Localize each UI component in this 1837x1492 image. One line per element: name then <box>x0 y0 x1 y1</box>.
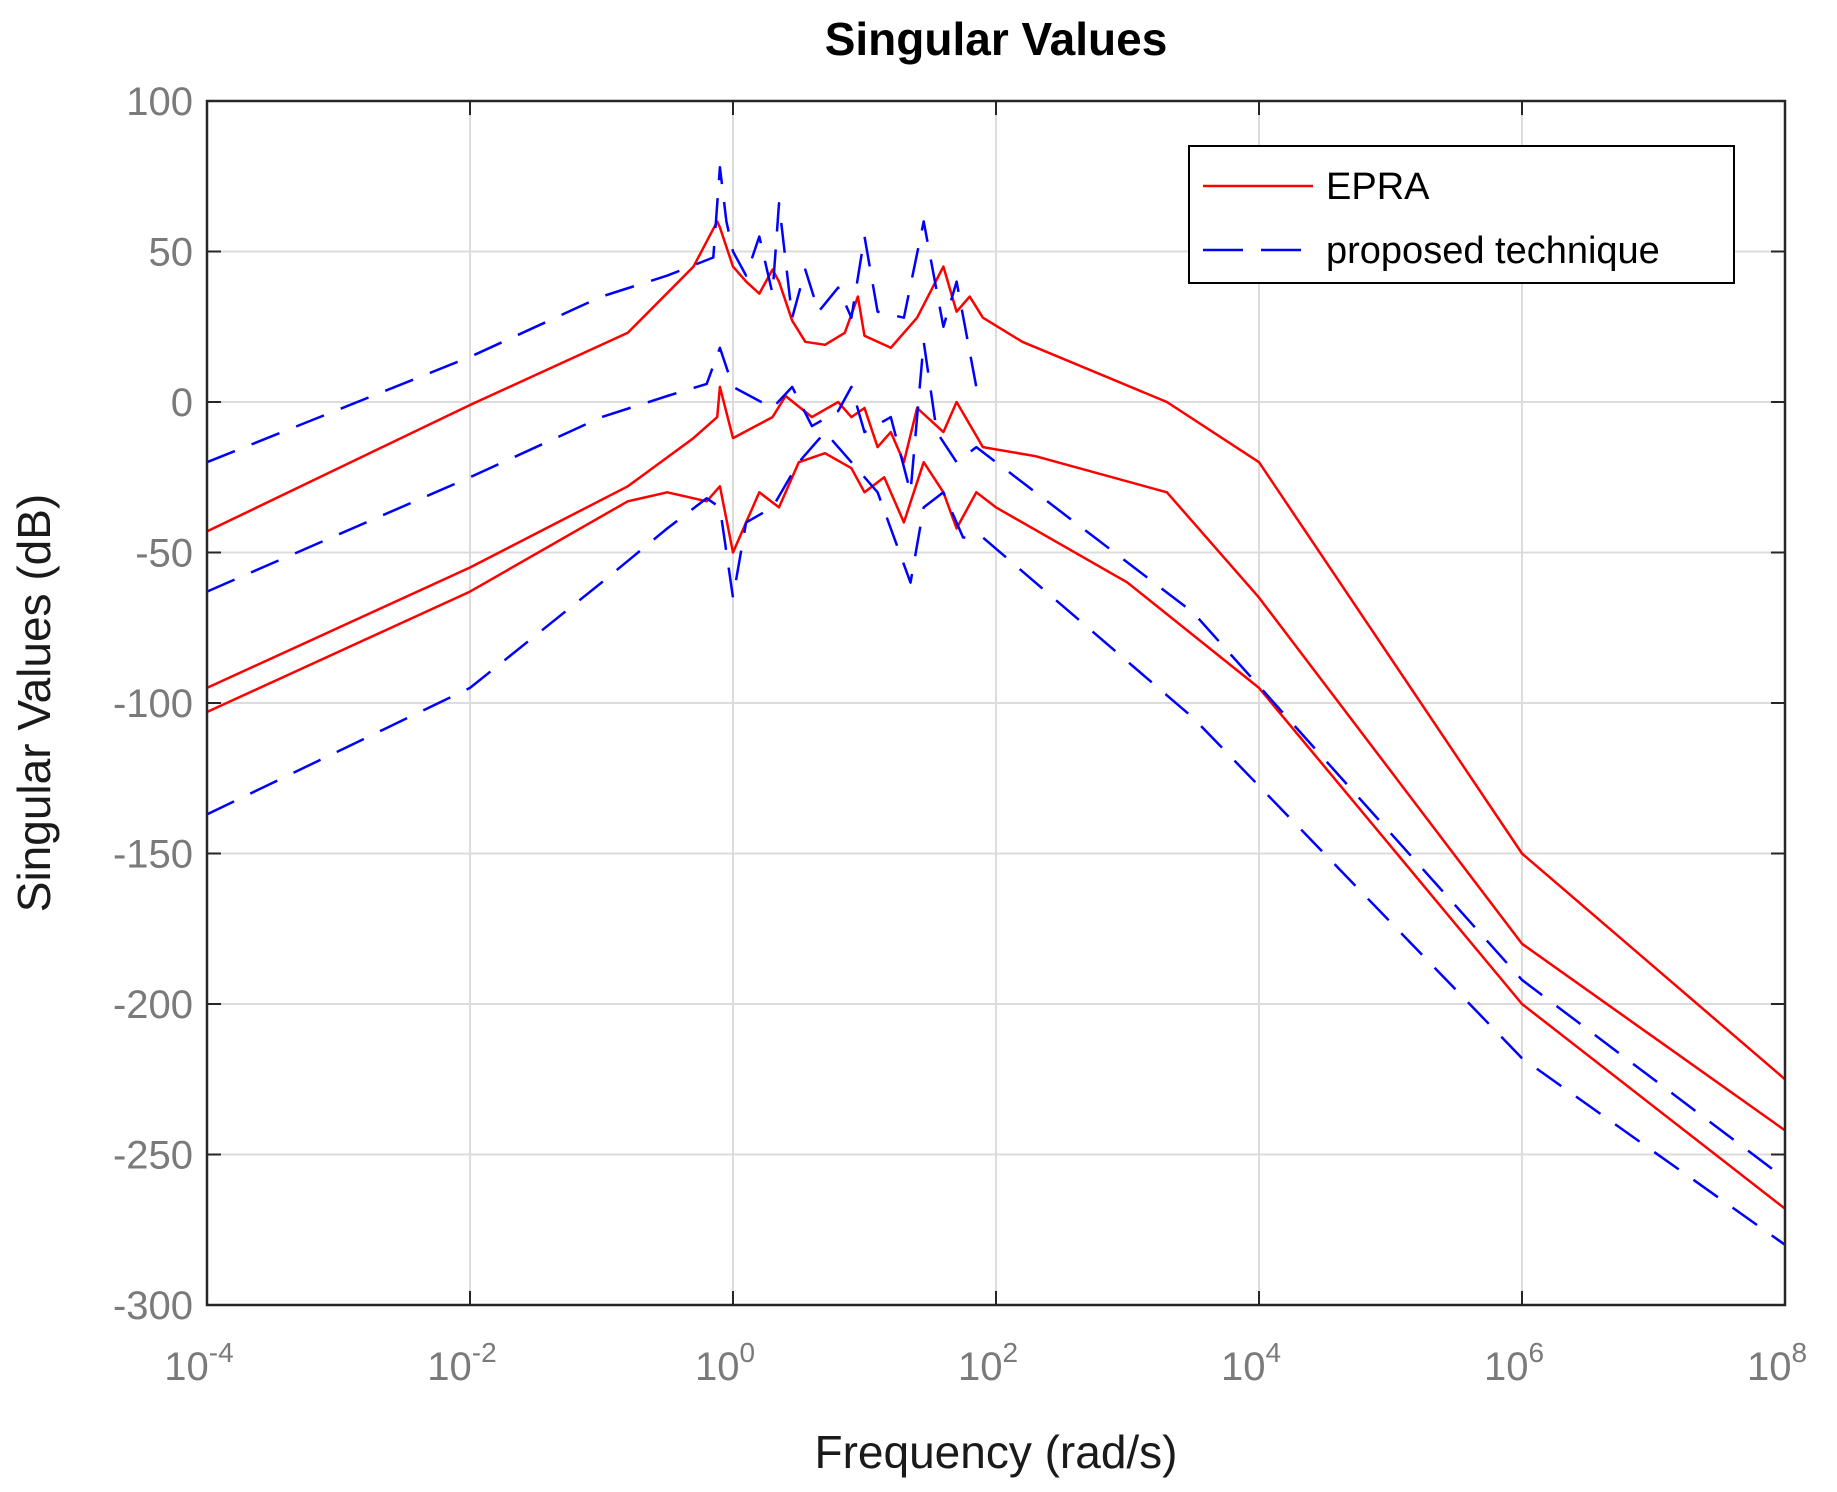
y-tick-label: -150 <box>113 833 193 877</box>
y-tick-label: -100 <box>113 682 193 726</box>
x-tick-label: 10-2 <box>427 1337 496 1389</box>
proposed-technique-curve-2 <box>206 340 1786 1180</box>
epra-curve-3 <box>206 451 1786 1210</box>
x-tick-label: 104 <box>1221 1337 1281 1389</box>
tick-marks <box>206 100 1786 1306</box>
epra-curve-1 <box>206 220 1786 1081</box>
legend: EPRA proposed technique <box>1188 145 1735 284</box>
plot-lines <box>206 165 1786 1246</box>
x-tick-label: 100 <box>695 1337 755 1389</box>
y-tick-labels: 100 50 0 -50 -100 -150 -200 -250 -300 <box>113 80 193 1328</box>
x-tick-label: 106 <box>1484 1337 1544 1389</box>
x-tick-labels: 10-4 10-2 100 102 104 106 108 <box>164 1337 1807 1389</box>
y-tick-label: -250 <box>113 1134 193 1178</box>
grid <box>207 101 1785 1305</box>
x-tick-label: 108 <box>1747 1337 1807 1389</box>
legend-label-epra: EPRA <box>1326 166 1430 208</box>
y-tick-label: 100 <box>126 80 193 124</box>
x-tick-label: 102 <box>958 1337 1018 1389</box>
y-tick-label: 0 <box>171 381 193 425</box>
proposed-technique-curve-1 <box>206 165 978 464</box>
y-tick-label: 50 <box>149 231 194 275</box>
legend-label-proposed-technique: proposed technique <box>1326 230 1660 272</box>
y-axis-label: Singular Values (dB) <box>8 494 60 912</box>
x-tick-label: 10-4 <box>164 1337 233 1389</box>
x-axis-label: Frequency (rad/s) <box>814 1426 1177 1478</box>
legend-box <box>1188 145 1735 284</box>
y-tick-label: -300 <box>113 1284 193 1328</box>
y-tick-label: -50 <box>135 532 193 576</box>
chart-title: Singular Values <box>825 13 1168 65</box>
epra-curve-2 <box>206 385 1786 1132</box>
y-tick-label: -200 <box>113 983 193 1027</box>
